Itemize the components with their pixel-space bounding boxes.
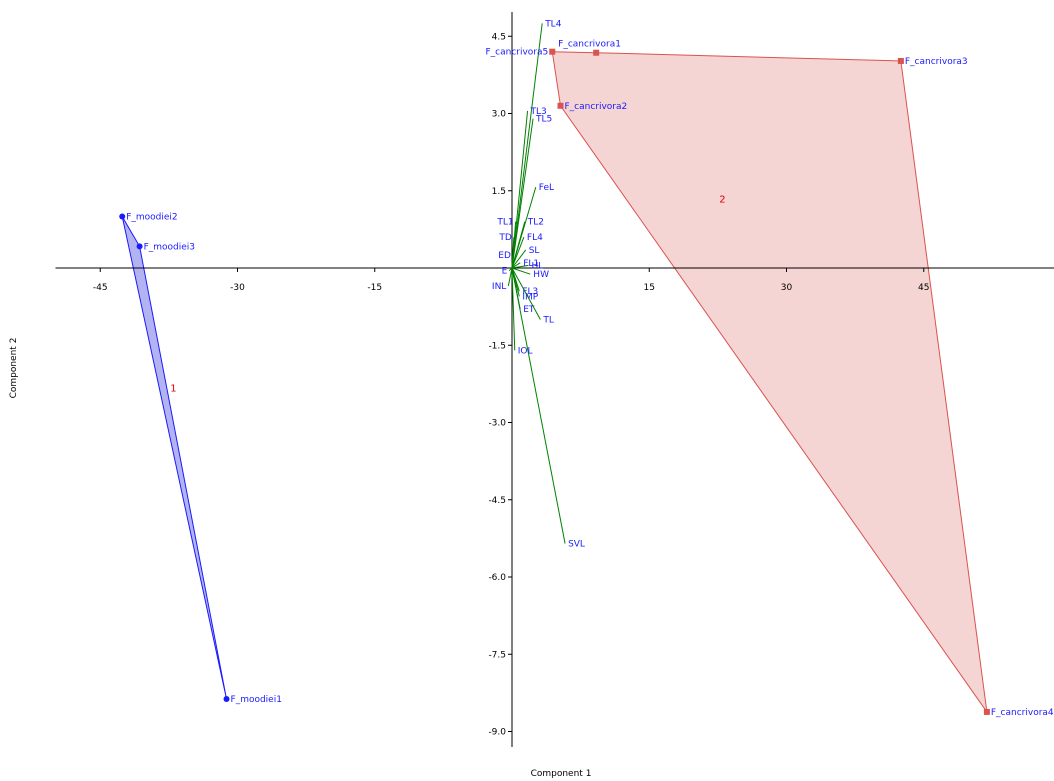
point-f-moodiei3 [136, 243, 143, 250]
group-hull-2 [551, 51, 988, 713]
point-label-f-cancrivora4: F_cancrivora4 [991, 708, 1054, 718]
group-label-2: 2 [719, 195, 725, 206]
loading-line-fl1 [511, 262, 521, 269]
loading-line-tl4 [511, 23, 543, 269]
loading-label-iol: IOL [518, 346, 533, 356]
point-f-cancrivora2 [557, 102, 564, 109]
axes: -45 -30 -15 15 30 45 4.5 3.0 1.5 -1.5 -3.0 -4.5 -6.0… [55, 12, 1054, 747]
loading-label-fl1: FL1 [523, 259, 539, 269]
loading-line-tl5 [511, 118, 534, 269]
scatter-points: F_moodiei2 F_moodiei3 F_moodiei1 F_cancrivo… [119, 40, 1054, 718]
y-tick-label: 1.5 [492, 187, 506, 197]
group-hulls: 12 [121, 51, 988, 713]
loading-label-tl: TL [542, 316, 554, 326]
group-label-1: 1 [170, 384, 176, 395]
point-f-moodiei2 [119, 213, 126, 220]
x-tick-label: 30 [781, 283, 793, 293]
loading-label-fl3: FL3 [522, 287, 538, 297]
point-label-f-cancrivora3: F_cancrivora3 [905, 57, 968, 67]
loading-label-et: ET [523, 305, 535, 315]
y-axis-title: Component 2 [9, 338, 19, 399]
loading-line-svl [511, 267, 566, 544]
x-tick-label: 15 [644, 283, 655, 293]
y-tick-label: 4.5 [492, 32, 506, 42]
loading-line-ed [511, 255, 514, 269]
loading-line-hl [511, 264, 529, 269]
loading-line-tl3 [511, 110, 529, 269]
point-label-f-cancrivora1: F_cancrivora1 [558, 40, 621, 50]
loading-line-inl [507, 267, 513, 287]
point-f-cancrivora5 [549, 48, 556, 55]
point-f-moodiei1 [223, 696, 230, 703]
x-axis-title: Component 1 [531, 769, 592, 779]
y-tick-label: -1.5 [488, 341, 506, 351]
loading-label-svl: SVL [568, 540, 585, 550]
point-label-f-moodiei3: F_moodiei3 [144, 242, 195, 252]
point-label-f-cancrivora2: F_cancrivora2 [564, 102, 627, 112]
point-label-f-cancrivora5: F_cancrivora5 [485, 48, 548, 58]
x-tick-label: -45 [93, 283, 108, 293]
loading-line-fl4 [511, 236, 525, 269]
loading-label-tl5: TL5 [535, 115, 552, 125]
loading-label-tl1: TL1 [496, 218, 513, 228]
point-f-cancrivora3 [897, 57, 904, 64]
loading-label-sl: SL [529, 246, 540, 256]
loading-line-iol [511, 267, 516, 351]
loading-label-e: E [502, 267, 508, 277]
loading-label-fl4: FL4 [527, 233, 543, 243]
y-tick-label: 3.0 [492, 110, 507, 120]
loading-label-tl4: TL4 [544, 19, 562, 29]
x-tick-label: 45 [918, 283, 929, 293]
loading-label-hl: HL [531, 261, 543, 271]
point-label-f-moodiei1: F_moodiei1 [231, 695, 282, 705]
loading-line-tl2 [511, 221, 526, 269]
group-hull-1 [121, 216, 228, 700]
x-tick-label: -30 [230, 283, 245, 293]
loading-label-inl: INL [492, 282, 506, 292]
loading-label-tl2: TL2 [527, 218, 544, 228]
loading-label-imp: IMP [522, 292, 538, 302]
point-f-cancrivora4 [983, 708, 990, 715]
loading-line-sl [511, 249, 527, 269]
x-tick-label: -15 [367, 283, 382, 293]
y-tick-label: -9.0 [488, 728, 506, 738]
loading-line-tl [511, 267, 541, 320]
loading-line-hw [511, 267, 531, 275]
y-tick-label: -6.0 [488, 573, 506, 583]
loading-label-fel: FeL [539, 183, 554, 193]
loading-label-td: TD [498, 233, 511, 243]
point-f-cancrivora1 [593, 49, 600, 56]
y-tick-label: -3.0 [488, 419, 506, 429]
loading-label-tl3: TL3 [530, 107, 547, 117]
point-label-f-moodiei2: F_moodiei2 [126, 213, 177, 223]
y-tick-label: -7.5 [488, 650, 506, 660]
y-tick-label: -4.5 [488, 496, 506, 506]
loading-label-ed: ED [498, 251, 511, 261]
loading-label-hw: HW [533, 270, 549, 280]
